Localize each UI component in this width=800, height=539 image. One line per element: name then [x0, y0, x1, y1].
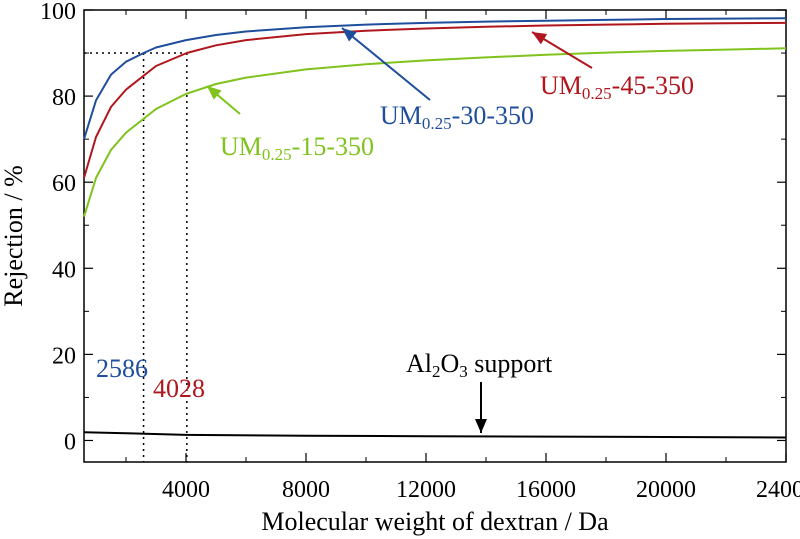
arrow-head-3 [475, 419, 487, 433]
x-tick-label: 20000 [636, 477, 696, 503]
series-line-2 [83, 47, 787, 217]
y-axis-label: Rejection / % [0, 165, 28, 307]
y-axis-ticks: 0 20 40 60 80 100 [40, 0, 786, 455]
x-axis-label: Molecular weight of dextran / Da [261, 507, 609, 536]
annotation-4028: 4028 [153, 374, 205, 403]
series-label-2: UM0.25-15-350 [220, 132, 374, 164]
y-tick-label: 0 [64, 429, 76, 455]
annotation-2586: 2586 [96, 354, 148, 383]
x-tick-label: 12000 [396, 477, 456, 503]
series-label-3: Al2O3 support [406, 349, 553, 381]
arrow-head-2 [207, 86, 222, 100]
y-tick-label: 40 [52, 257, 76, 283]
series-line-3 [83, 431, 787, 439]
series-line-0 [83, 17, 787, 140]
series-label-0: UM0.25-30-350 [380, 101, 534, 133]
y-tick-label: 60 [52, 171, 76, 197]
reference-lines [84, 52, 188, 462]
arrow-head-0 [342, 28, 357, 42]
x-tick-label: 16000 [516, 477, 576, 503]
x-tick-label: 8000 [282, 477, 330, 503]
label-arrows [206, 27, 593, 433]
arrow-shaft-0 [341, 27, 431, 101]
series-lines [83, 17, 787, 439]
x-tick-label: 4000 [162, 477, 210, 503]
y-tick-label: 100 [40, 0, 76, 25]
y-tick-label: 20 [52, 343, 76, 369]
series-line-1 [83, 21, 787, 179]
arrow-head-1 [532, 32, 548, 45]
y-tick-label: 80 [52, 85, 76, 111]
plot-area-frame [83, 9, 787, 463]
series-label-1: UM0.25-45-350 [540, 71, 694, 103]
